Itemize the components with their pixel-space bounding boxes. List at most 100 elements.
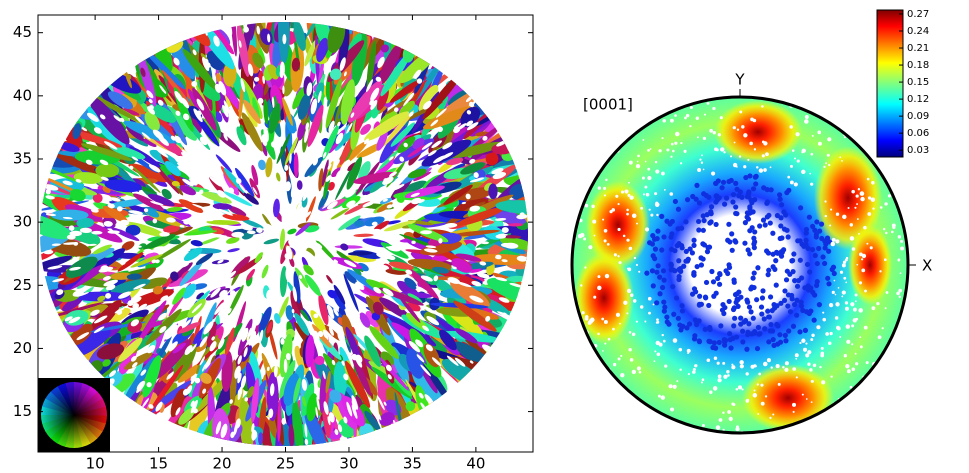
gap	[140, 369, 147, 376]
pole-point	[778, 253, 785, 259]
grain	[110, 272, 133, 280]
pole-density	[572, 97, 908, 433]
gap	[190, 179, 198, 186]
gap	[469, 158, 476, 164]
speckle	[760, 383, 764, 387]
gap	[339, 57, 346, 71]
gap	[113, 115, 122, 122]
gap	[349, 305, 360, 318]
gap	[47, 265, 63, 270]
speckle	[632, 299, 637, 303]
speckle	[827, 341, 832, 345]
pole-point	[752, 174, 758, 180]
speckle	[731, 402, 735, 406]
gap	[201, 363, 207, 372]
gap	[45, 213, 57, 216]
speckle	[884, 307, 887, 310]
speckle	[604, 273, 610, 279]
pole-point	[776, 192, 783, 198]
speckle	[723, 374, 728, 379]
pole-point	[804, 261, 811, 268]
speckle	[635, 263, 638, 267]
grain	[190, 240, 203, 247]
gap	[236, 304, 243, 311]
pole-point	[771, 305, 778, 311]
speckle	[870, 197, 876, 202]
gap	[280, 337, 285, 345]
speckle	[662, 339, 666, 343]
grain	[346, 156, 363, 190]
speckle	[861, 258, 864, 261]
pole-point	[764, 199, 771, 205]
pole-point	[670, 267, 676, 273]
gap	[187, 172, 193, 177]
grain	[273, 198, 280, 218]
grain	[133, 193, 165, 211]
pole-point	[782, 332, 788, 338]
grain	[409, 268, 440, 301]
speckle	[654, 350, 657, 353]
speckle	[831, 290, 835, 294]
gap	[284, 253, 289, 260]
pole-point	[802, 327, 809, 333]
pole-point	[739, 194, 745, 200]
grain	[167, 226, 193, 237]
pole-point	[696, 338, 702, 344]
grain	[238, 85, 244, 121]
grain	[455, 206, 506, 227]
speckle	[669, 407, 675, 412]
speckle	[647, 175, 652, 181]
gap	[340, 159, 351, 172]
gap	[516, 255, 528, 262]
gap	[159, 232, 170, 237]
pole-point	[706, 338, 712, 344]
pole-point	[790, 323, 797, 329]
pole-point	[812, 292, 818, 298]
pole-point	[711, 340, 717, 346]
grain	[279, 360, 296, 399]
pole-point	[779, 202, 785, 208]
gap	[195, 110, 202, 117]
pole-point	[748, 197, 754, 203]
gap	[252, 187, 258, 195]
pole-point	[694, 263, 700, 270]
pole-point	[722, 201, 728, 207]
gap	[236, 422, 240, 427]
pole-point	[814, 279, 820, 285]
gap	[495, 277, 508, 282]
speckle	[735, 387, 739, 391]
gap	[327, 163, 332, 170]
grain	[413, 171, 432, 182]
speckle	[609, 210, 613, 214]
grain	[227, 248, 240, 253]
grain	[405, 312, 428, 331]
speckle	[753, 389, 756, 392]
grain	[241, 218, 264, 229]
speckle	[683, 149, 687, 153]
pole-point	[696, 227, 702, 233]
speckle	[611, 208, 616, 212]
pole-point	[774, 212, 781, 219]
pole-point	[701, 242, 708, 248]
speckle	[884, 202, 888, 206]
speckle	[629, 358, 634, 362]
speckle	[803, 149, 806, 152]
gap	[288, 239, 294, 247]
grain	[278, 22, 290, 64]
speckle	[810, 338, 814, 342]
gap	[313, 313, 319, 319]
speckle	[603, 194, 606, 197]
grain	[92, 193, 103, 203]
gap	[322, 201, 332, 209]
speckle	[772, 413, 775, 416]
gap	[91, 208, 99, 213]
speckle	[680, 141, 683, 145]
gap	[138, 303, 148, 310]
speckle	[732, 162, 738, 168]
speckle	[675, 131, 680, 137]
pole-point	[698, 262, 705, 268]
gap	[304, 127, 309, 143]
grain	[179, 185, 196, 196]
grain	[344, 201, 371, 215]
gap	[305, 122, 310, 131]
